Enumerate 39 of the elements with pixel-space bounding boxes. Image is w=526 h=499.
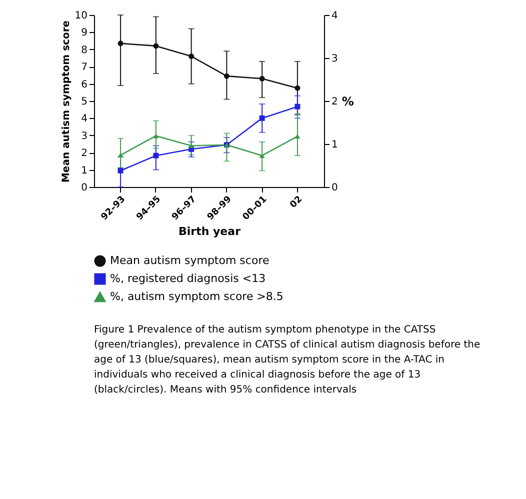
point	[153, 43, 159, 49]
point	[259, 76, 265, 82]
point	[294, 104, 300, 110]
point	[294, 134, 300, 139]
y-tick-label: 4	[81, 114, 88, 125]
y2-axis-title: %	[342, 94, 354, 108]
y-tick-label: 10	[74, 10, 88, 22]
legend-label: %, registered diagnosis <13	[110, 272, 266, 285]
point	[188, 143, 194, 148]
y-tick-label: 0	[81, 182, 88, 194]
point	[294, 85, 300, 91]
y-tick-label: 8	[81, 44, 88, 56]
caption: Figure 1 Prevalence of the autism symptom phenotype in the CATSS (green/triangles), prevalence in CATSS of clinical autism diagnosis before the age of 13 (blue/squares), mean autism symptom score in the A-TAC in individuals who received a clinical diagnosis before the age of 13 (black/circles). Means with 95% confidence intervals	[94, 324, 480, 396]
y2-tick-label: 2	[332, 96, 338, 108]
y-tick-label: 9	[81, 28, 88, 39]
y-tick-label: 3	[81, 130, 88, 142]
x-tick-label: 02	[288, 194, 305, 210]
point	[118, 168, 124, 174]
point	[224, 73, 230, 79]
y2-tick-label: 3	[332, 54, 338, 64]
y-axis-title: Mean autism symptom score	[60, 20, 72, 183]
point	[118, 40, 124, 46]
y2-tick-label: 0	[332, 182, 338, 194]
point	[188, 54, 194, 60]
y-tick-label: 1	[81, 165, 88, 176]
point	[259, 153, 265, 158]
y2-tick-label: 1	[332, 140, 338, 150]
y-tick-label: 6	[81, 79, 88, 90]
y-tick-label: 5	[81, 96, 88, 108]
y-tick-label: 7	[81, 62, 88, 74]
legend-label: Mean autism symptom score	[110, 254, 270, 267]
point	[153, 152, 159, 158]
y2-tick-label: 4	[332, 10, 338, 22]
point	[259, 115, 265, 121]
legend-label: %, autism symptom score >8.5	[110, 290, 284, 303]
x-axis-title: Birth year	[178, 224, 242, 238]
point	[118, 152, 124, 158]
y-tick-label: 2	[81, 148, 88, 160]
point	[153, 133, 159, 138]
